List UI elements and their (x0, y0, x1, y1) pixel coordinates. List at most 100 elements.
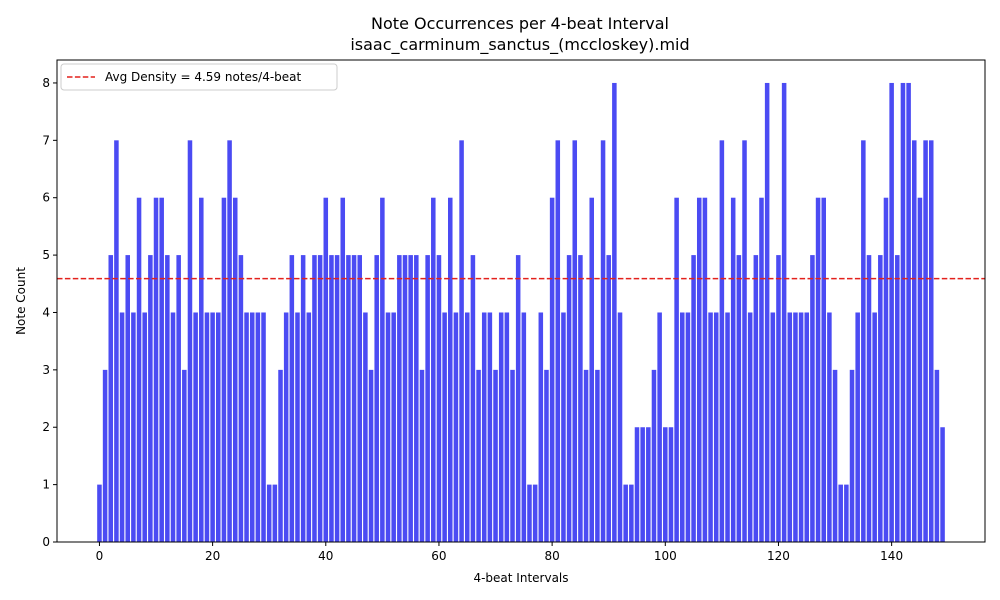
bar (764, 82, 770, 542)
bar (108, 255, 114, 542)
y-tick-label: 6 (42, 191, 50, 205)
bar (289, 255, 295, 542)
bar (131, 312, 136, 542)
bar (770, 312, 776, 542)
bar (595, 369, 600, 542)
bar (651, 369, 657, 542)
bar (561, 312, 566, 542)
bar (934, 369, 940, 542)
bar (747, 312, 753, 542)
bar (674, 197, 679, 542)
bar (646, 427, 651, 542)
bar (498, 312, 504, 542)
x-axis-ticks: 0 20 40 60 80 100 120 140 (96, 542, 903, 563)
bar (351, 255, 357, 542)
bar (227, 140, 232, 542)
bar (159, 197, 164, 542)
bar (187, 140, 193, 542)
bar (855, 312, 860, 542)
bar (363, 312, 368, 542)
x-tick-label: 60 (431, 549, 446, 563)
bar (255, 312, 261, 542)
bar (612, 82, 617, 542)
bar (408, 255, 413, 542)
bar (283, 312, 289, 542)
legend-box (60, 63, 338, 91)
bar (827, 312, 832, 542)
bar (329, 255, 334, 542)
bar (102, 369, 108, 542)
bar (680, 312, 685, 542)
bar (861, 140, 866, 542)
bar (793, 312, 798, 542)
bar (657, 312, 662, 542)
bar (114, 140, 119, 542)
bar (238, 255, 244, 542)
bar (317, 255, 323, 542)
bar (538, 312, 544, 542)
bar (346, 255, 351, 542)
bar (481, 312, 487, 542)
bar (374, 255, 379, 542)
bar (476, 369, 481, 542)
bar (244, 312, 249, 542)
bar (900, 82, 906, 542)
x-tick-label: 120 (767, 549, 790, 563)
bar (759, 197, 764, 542)
bar (193, 312, 198, 542)
bar (527, 484, 532, 542)
bar (487, 312, 493, 542)
bar (419, 369, 425, 542)
bar (165, 255, 170, 542)
y-tick-label: 2 (42, 420, 50, 434)
bar (521, 312, 527, 542)
plot-frame (56, 59, 986, 543)
x-tick-label: 80 (544, 549, 559, 563)
bar (204, 312, 210, 542)
bar (821, 197, 826, 542)
bar (549, 197, 555, 542)
bar (266, 484, 272, 542)
bar (572, 140, 578, 542)
x-tick-label: 0 (96, 549, 104, 563)
bar (119, 312, 125, 542)
bar (470, 255, 476, 542)
bar (849, 369, 855, 542)
bar (787, 312, 793, 542)
bar (872, 312, 877, 542)
y-tick-label: 7 (42, 133, 50, 147)
bar (815, 197, 821, 542)
bar (170, 312, 176, 542)
bar (249, 312, 255, 542)
y-tick-label: 8 (42, 76, 50, 90)
bar (232, 197, 238, 542)
bar (634, 427, 640, 542)
bar (210, 312, 215, 542)
bar (600, 140, 606, 542)
bar (928, 140, 934, 542)
chart-subtitle: isaac_carminum_sanctus_(mccloskey).mid (350, 35, 689, 55)
bar (713, 312, 719, 542)
bar (663, 427, 668, 542)
bar (702, 197, 708, 542)
bar (515, 255, 521, 542)
bar (906, 82, 911, 542)
bar (708, 312, 713, 542)
y-tick-label: 5 (42, 248, 50, 262)
bar (889, 82, 894, 542)
bar (221, 197, 227, 542)
y-tick-label: 0 (42, 535, 50, 549)
bar (781, 82, 787, 542)
bar (583, 369, 589, 542)
bar (629, 484, 634, 542)
bar (493, 369, 498, 542)
bar (844, 484, 849, 542)
bar (97, 484, 102, 542)
bar (742, 140, 747, 542)
bar (136, 197, 142, 542)
bar (334, 255, 340, 542)
bar (125, 255, 130, 542)
bar (300, 255, 306, 542)
bar-series (97, 82, 945, 542)
